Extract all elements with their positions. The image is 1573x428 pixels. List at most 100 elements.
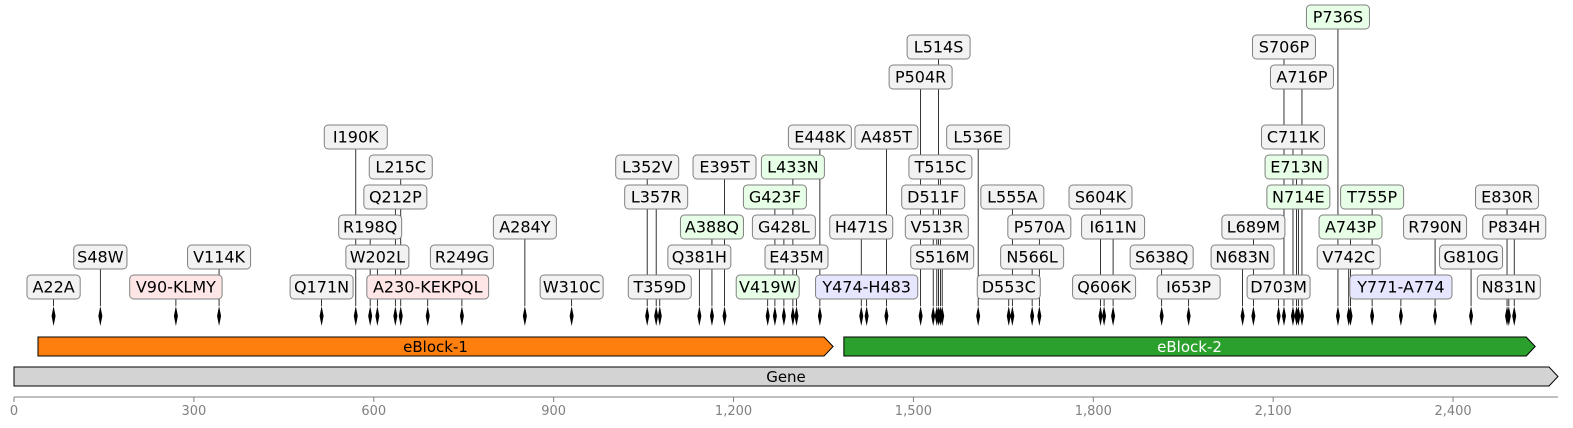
mutation-marker-q381h [697,306,702,326]
mutation-marker-n683n [1240,306,1245,326]
mutation-marker-q212p [393,306,398,326]
mutation-label-a284y: A284Y [492,214,557,240]
label-text: A743P [1325,218,1376,237]
mutation-marker-i611n [1111,306,1116,326]
label-text: I190K [333,128,379,147]
label-text: L352V [622,158,672,177]
mutation-marker-d511f [931,306,936,326]
label-box [1210,244,1275,270]
label-text: Q381H [672,248,727,267]
label-box [815,274,919,300]
mutation-marker-n714e [1296,306,1301,326]
mutation-marker-g423f [772,306,777,326]
mutation-marker-l433n [790,306,795,326]
mutation-marker-p504r [918,306,923,326]
mutation-label-p834h: P834H [1482,214,1547,240]
mutation-marker-l215c [398,306,403,326]
mutation-label-n831n: N831N [1476,274,1541,300]
position-axis: 0 300 600 900 1,200 1,500 1,800 2,100 2,400 [10,396,1558,419]
label-box [129,274,223,300]
label-text: W310C [543,278,601,297]
label-text: A388Q [685,218,739,237]
mutation-label-i653p: I653P [1156,274,1221,300]
label-text: L357R [631,188,682,207]
label-box [1476,274,1541,300]
label-text: V513R [910,218,963,237]
label-text: N566L [1006,248,1058,267]
mutation-label-q381h: Q381H [667,244,732,270]
label-box [1221,214,1286,240]
label-box [187,244,252,270]
feature-label: Gene [766,368,806,386]
label-text: I653P [1166,278,1211,297]
mutation-marker-s706p [1281,306,1286,326]
label-box [338,214,403,240]
mutation-marker-a716p [1299,306,1304,326]
mutation-label-l555a: L555A [980,184,1045,210]
label-box [1318,214,1383,240]
axis-tick-label: 300 [181,404,206,419]
mutation-marker-d553c [1006,306,1011,326]
mutation-marker-r198q [368,306,373,326]
mutation-marker-y771-a774 [1398,306,1403,326]
label-box [1000,244,1065,270]
mutation-label-w202l: W202L [345,244,410,270]
mutation-label-v513r: V513R [904,214,969,240]
label-box [679,214,744,240]
mutation-label-a485t: A485T [854,124,919,150]
label-text: T515C [914,158,966,177]
label-text: L689M [1227,218,1280,237]
mutation-label-e395t: E395T [692,154,757,180]
label-text: R249G [435,248,489,267]
label-box [742,184,807,210]
mutation-marker-a230-kekpql [425,306,430,326]
mutation-marker-i653p [1186,306,1191,326]
axis-tick-label: 2,100 [1255,404,1292,419]
feature-tracks: eBlock-1 eBlock-2 Gene [13,336,1559,387]
label-text: Q171N [294,278,349,297]
label-text: A230-KEKPQL [373,278,483,297]
label-box [1439,244,1504,270]
mutation-label-l689m: L689M [1221,214,1286,240]
label-box [1482,214,1547,240]
label-box [904,214,969,240]
label-box [1156,274,1221,300]
label-box [539,274,604,300]
mutation-marker-e435m [794,306,799,326]
mutation-label-t359d: T359D [627,274,692,300]
label-box [1266,184,1331,210]
label-box [1129,244,1194,270]
label-box [1246,274,1311,300]
label-text: V419W [739,278,796,297]
label-box [829,214,894,240]
label-text: Y474-H483 [821,278,911,297]
mutation-label-s638q: S638Q [1129,244,1194,270]
mutation-marker-d703m [1276,306,1281,326]
mutation-label-r249g: R249G [429,244,494,270]
mutation-label-n566l: N566L [1000,244,1065,270]
label-box [946,124,1011,150]
label-text: H471S [835,218,888,237]
label-text: V90-KLMY [136,278,216,297]
label-box [888,64,953,90]
feature-label: eBlock-1 [403,338,468,356]
mutation-label-v90-klmy: V90-KLMY [129,274,223,300]
mutation-label-e435m: E435M [764,244,829,270]
axis-tick-label: 1,200 [715,404,752,419]
feature-gene: Gene [13,366,1559,387]
label-text: R198Q [343,218,397,237]
mutation-marker-l352v [645,306,650,326]
label-box [1068,184,1133,210]
mutation-label-s604k: S604K [1068,184,1133,210]
label-text: S604K [1075,188,1127,207]
label-text: L514S [914,38,964,57]
label-box [1349,274,1453,300]
label-box [1269,64,1334,90]
label-box [980,184,1045,210]
label-text: L215C [375,158,426,177]
mutation-label-t755p: T755P [1340,184,1405,210]
label-text: E830R [1481,188,1533,207]
label-text: V742C [1322,248,1375,267]
feature-arrow [37,336,834,357]
mutation-marker-v419w [765,306,770,326]
